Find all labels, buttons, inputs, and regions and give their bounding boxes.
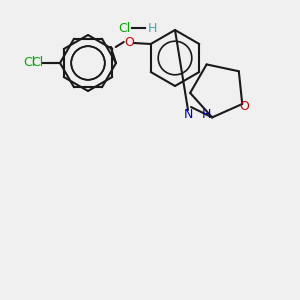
Text: N: N (183, 109, 193, 122)
Text: O: O (124, 35, 134, 49)
Text: O: O (239, 100, 249, 113)
Text: Cl: Cl (118, 22, 130, 34)
Text: Cl: Cl (31, 56, 43, 70)
Text: Cl: Cl (24, 56, 36, 70)
Text: H: H (202, 109, 211, 122)
Text: H: H (148, 22, 158, 34)
